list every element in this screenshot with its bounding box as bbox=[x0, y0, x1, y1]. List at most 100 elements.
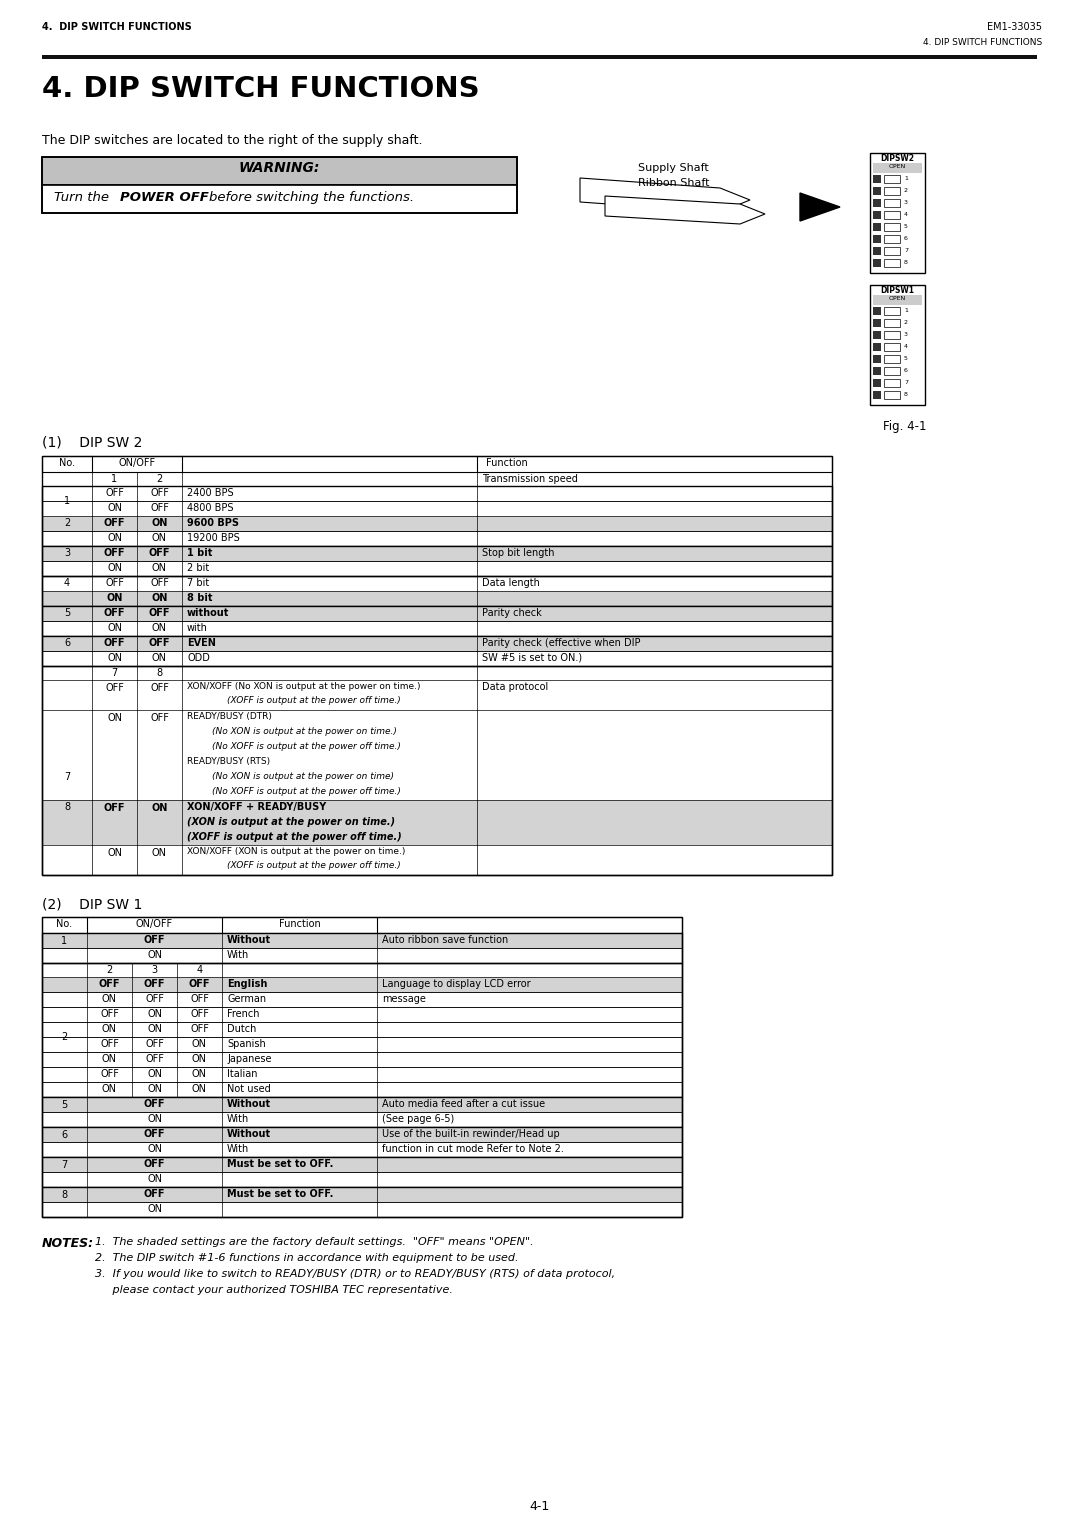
Bar bbox=[42, 949, 681, 962]
Text: OFF: OFF bbox=[149, 637, 171, 648]
Text: (No XON is output at the power on time.): (No XON is output at the power on time.) bbox=[212, 727, 396, 737]
Text: OFF: OFF bbox=[105, 683, 124, 692]
Bar bbox=[885, 368, 900, 375]
Text: ODD: ODD bbox=[187, 653, 210, 663]
Bar bbox=[42, 1186, 681, 1202]
Text: ON: ON bbox=[147, 1084, 162, 1093]
Text: XON/XOFF (XON is output at the power on time.): XON/XOFF (XON is output at the power on … bbox=[187, 846, 405, 856]
Bar bbox=[42, 592, 832, 605]
Text: OFF: OFF bbox=[104, 637, 125, 648]
Text: message: message bbox=[382, 994, 426, 1003]
Bar bbox=[42, 55, 1037, 58]
Text: Not used: Not used bbox=[227, 1084, 271, 1093]
Bar bbox=[42, 456, 832, 875]
Text: EVEN: EVEN bbox=[187, 637, 216, 648]
Text: Function: Function bbox=[279, 920, 321, 929]
Text: Parity check: Parity check bbox=[482, 608, 542, 618]
Text: ON: ON bbox=[147, 1174, 162, 1183]
Text: ON: ON bbox=[107, 563, 122, 573]
Bar bbox=[42, 621, 832, 636]
Text: (No XON is output at the power on time): (No XON is output at the power on time) bbox=[212, 772, 394, 781]
Text: 2: 2 bbox=[904, 320, 908, 325]
Text: 4. DIP SWITCH FUNCTIONS: 4. DIP SWITCH FUNCTIONS bbox=[922, 38, 1042, 47]
Text: OFF: OFF bbox=[100, 1010, 119, 1019]
Bar bbox=[42, 991, 681, 1006]
Text: function in cut mode Refer to Note 2.: function in cut mode Refer to Note 2. bbox=[382, 1144, 564, 1154]
Text: OFF: OFF bbox=[145, 1054, 164, 1064]
Text: OFF: OFF bbox=[150, 714, 168, 723]
Text: OFF: OFF bbox=[150, 488, 168, 499]
Text: Without: Without bbox=[227, 935, 271, 945]
Bar bbox=[42, 1037, 681, 1052]
Bar bbox=[42, 1006, 681, 1022]
Bar bbox=[873, 368, 881, 375]
Bar bbox=[42, 933, 681, 949]
Bar bbox=[42, 680, 832, 711]
Bar bbox=[873, 307, 881, 316]
Bar bbox=[42, 845, 832, 875]
Bar bbox=[42, 456, 832, 473]
Text: (XON is output at the power on time.): (XON is output at the power on time.) bbox=[187, 817, 395, 827]
Text: READY/BUSY (RTS): READY/BUSY (RTS) bbox=[187, 756, 270, 766]
Text: ON: ON bbox=[102, 1054, 117, 1064]
Text: Data length: Data length bbox=[482, 578, 540, 589]
Bar bbox=[873, 235, 881, 242]
Text: with: with bbox=[187, 624, 207, 633]
Polygon shape bbox=[605, 197, 765, 224]
Text: please contact your authorized TOSHIBA TEC representative.: please contact your authorized TOSHIBA T… bbox=[95, 1286, 453, 1295]
Text: ON: ON bbox=[102, 994, 117, 1003]
Text: ON: ON bbox=[147, 1144, 162, 1154]
Bar bbox=[42, 666, 832, 875]
Bar bbox=[42, 185, 517, 214]
Text: ON/OFF: ON/OFF bbox=[136, 920, 173, 929]
Bar bbox=[873, 380, 881, 387]
Bar bbox=[42, 1127, 681, 1157]
Text: 2: 2 bbox=[157, 474, 163, 483]
Text: OFF: OFF bbox=[105, 578, 124, 589]
Bar bbox=[42, 1157, 681, 1173]
Text: 5: 5 bbox=[904, 224, 908, 229]
Bar bbox=[42, 1052, 681, 1068]
Text: ON: ON bbox=[107, 714, 122, 723]
Text: 4: 4 bbox=[904, 343, 908, 349]
Text: 3: 3 bbox=[64, 549, 70, 558]
Bar bbox=[42, 1112, 681, 1127]
Text: ON: ON bbox=[192, 1069, 207, 1080]
Bar bbox=[42, 711, 832, 801]
Text: 3: 3 bbox=[904, 331, 908, 337]
Bar bbox=[42, 502, 832, 515]
Bar bbox=[885, 390, 900, 400]
Text: OFF: OFF bbox=[104, 547, 125, 558]
Text: ON: ON bbox=[147, 1010, 162, 1019]
Bar bbox=[873, 210, 881, 220]
Text: 1 bit: 1 bit bbox=[187, 547, 213, 558]
Text: POWER OFF: POWER OFF bbox=[120, 191, 208, 204]
Text: ON: ON bbox=[106, 593, 123, 602]
Bar bbox=[42, 473, 832, 486]
Bar bbox=[42, 576, 832, 605]
Text: Parity check (effective when DIP: Parity check (effective when DIP bbox=[482, 637, 640, 648]
Bar bbox=[873, 343, 881, 351]
Text: (See page 6-5): (See page 6-5) bbox=[382, 1113, 455, 1124]
Bar bbox=[42, 636, 832, 651]
Text: ON: ON bbox=[152, 563, 167, 573]
Bar bbox=[885, 307, 900, 316]
Text: OFF: OFF bbox=[104, 518, 125, 528]
Text: ON: ON bbox=[152, 534, 167, 543]
Bar bbox=[42, 1096, 681, 1127]
Bar bbox=[885, 247, 900, 255]
Text: ON: ON bbox=[151, 518, 167, 528]
Text: 7: 7 bbox=[64, 773, 70, 782]
Text: DIPSW2: DIPSW2 bbox=[880, 154, 915, 163]
Bar bbox=[873, 188, 881, 195]
Text: OFF: OFF bbox=[144, 1159, 165, 1170]
Text: OFF: OFF bbox=[150, 578, 168, 589]
Text: Must be set to OFF.: Must be set to OFF. bbox=[227, 1159, 334, 1170]
Bar bbox=[42, 157, 517, 214]
Text: (XOFF is output at the power off time.): (XOFF is output at the power off time.) bbox=[227, 862, 401, 869]
Bar bbox=[885, 223, 900, 230]
Bar bbox=[42, 157, 517, 185]
Bar bbox=[42, 1173, 681, 1186]
Text: (No XOFF is output at the power off time.): (No XOFF is output at the power off time… bbox=[212, 787, 401, 796]
Bar bbox=[873, 247, 881, 255]
